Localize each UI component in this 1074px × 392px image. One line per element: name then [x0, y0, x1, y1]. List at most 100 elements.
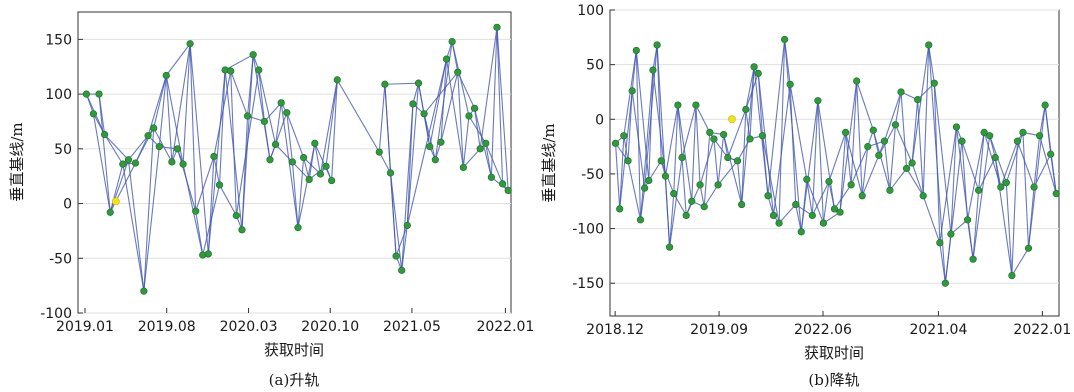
- baseline-pair: [669, 157, 683, 248]
- baseline-pair: [406, 58, 448, 226]
- baseline-pair: [1033, 135, 1041, 188]
- reference-image-point: [111, 197, 120, 206]
- baseline-pair: [219, 184, 237, 216]
- baseline-pair: [994, 157, 1013, 276]
- baseline-pair: [336, 79, 380, 153]
- baseline-pair: [972, 135, 991, 260]
- x-tick-label: 2019.01: [56, 319, 114, 335]
- baseline-pair: [911, 44, 930, 164]
- baseline-pair: [778, 204, 797, 224]
- acquisition-point: [437, 138, 445, 146]
- baseline-pair: [213, 70, 232, 157]
- baseline-pair: [314, 143, 321, 175]
- acquisition-point: [706, 128, 714, 136]
- acquisition-point: [186, 40, 194, 48]
- acquisition-point: [1041, 101, 1049, 109]
- baseline-pair: [490, 27, 498, 178]
- acquisition-point: [1047, 150, 1055, 158]
- acquisition-point: [914, 96, 922, 104]
- baseline-pair: [457, 72, 464, 168]
- baseline-pair: [263, 121, 271, 160]
- acquisition-point: [448, 37, 456, 46]
- acquisition-point: [986, 132, 994, 140]
- baseline-pair: [883, 91, 902, 142]
- baseline-pair: [143, 127, 155, 292]
- acquisition-point: [459, 163, 467, 172]
- baseline-pair: [795, 204, 802, 232]
- baseline-pair: [631, 50, 637, 91]
- baseline-pair: [834, 184, 852, 210]
- baseline-pair: [297, 143, 316, 228]
- baseline-pair: [900, 91, 908, 169]
- baseline-pair: [218, 69, 226, 185]
- x-tick-label: 2019.09: [690, 322, 748, 338]
- acquisition-point: [688, 197, 696, 205]
- acquisition-point: [897, 88, 905, 96]
- acquisition-point: [173, 145, 182, 153]
- baseline-pair: [749, 66, 755, 139]
- acquisition-point: [493, 23, 501, 31]
- baseline-pair: [664, 176, 671, 248]
- acquisition-point: [645, 176, 653, 185]
- baseline-pair: [713, 138, 729, 158]
- baseline-pair: [695, 105, 701, 185]
- acquisition-point: [980, 128, 988, 136]
- baseline-pair: [1011, 141, 1018, 276]
- acquisition-point: [1002, 179, 1010, 187]
- acquisition-point: [333, 76, 341, 84]
- baseline-pair: [856, 80, 874, 131]
- baseline-pair: [950, 126, 957, 235]
- acquisition-point: [465, 112, 473, 120]
- baseline-pair: [224, 54, 254, 71]
- acquisition-point: [941, 279, 949, 287]
- baseline-pair: [258, 69, 265, 122]
- baseline-pair: [165, 43, 191, 76]
- acquisition-point: [1019, 128, 1027, 136]
- baseline-pair: [778, 39, 786, 224]
- acquisition-point: [210, 152, 218, 161]
- baseline-pair: [286, 112, 293, 163]
- baseline-pair: [92, 113, 111, 213]
- baseline-pair: [950, 219, 968, 235]
- baseline-pair: [195, 211, 204, 256]
- acquisition-point: [628, 87, 636, 95]
- acquisition-point: [696, 181, 704, 189]
- acquisition-point: [1008, 271, 1016, 280]
- baseline-pair: [717, 160, 738, 186]
- baseline-pair: [406, 103, 414, 226]
- chart-descending: -150 -100 -50 0 50 100 2018.12 2019.09 2022.06 20…: [540, 3, 1071, 389]
- baseline-pair: [275, 102, 282, 145]
- baseline-pair: [122, 164, 145, 292]
- acquisition-point: [232, 211, 240, 220]
- baseline-pair: [230, 70, 249, 117]
- y-tick-label: 50: [54, 142, 72, 158]
- baseline-pair: [745, 66, 755, 110]
- acquisition-point: [836, 208, 844, 216]
- acquisition-point: [969, 255, 977, 263]
- baseline-pair: [736, 160, 743, 205]
- acquisition-point: [700, 203, 708, 211]
- axis-ticks: -150 -100 -50 0 50 100 2018.12 2019.09 2022.06 20…: [572, 3, 1071, 338]
- x-tick-label: 2020.03: [220, 319, 278, 335]
- x-axis-label: 获取时间: [264, 341, 324, 359]
- y-tick-label: 150: [45, 32, 72, 48]
- acquisition-point: [381, 80, 389, 88]
- baseline-pair: [189, 43, 197, 212]
- y-tick-label: 0: [63, 197, 72, 213]
- acquisition-point: [692, 101, 700, 109]
- baseline-pair: [939, 242, 946, 284]
- baseline-pair: [894, 124, 913, 164]
- baseline-pair: [319, 79, 338, 175]
- baseline-pair: [104, 134, 124, 165]
- baseline-pair: [691, 105, 697, 202]
- y-axis-label: 垂直基线/m: [540, 123, 558, 202]
- acquisition-point: [420, 110, 428, 118]
- baseline-pair: [889, 168, 907, 191]
- y-tick-label: -50: [49, 251, 72, 267]
- baseline-pair: [128, 135, 149, 161]
- baseline-pair: [263, 102, 282, 122]
- baseline-pair: [911, 162, 924, 196]
- baseline-pair: [978, 157, 996, 191]
- baseline-pair: [677, 105, 683, 158]
- acquisition-point: [750, 63, 758, 71]
